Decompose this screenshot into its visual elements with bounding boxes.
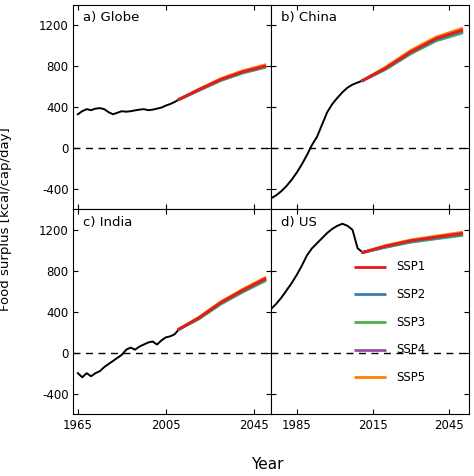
Text: Food surplus [kcal/cap/day]: Food surplus [kcal/cap/day] [0, 127, 12, 311]
Text: SSP3: SSP3 [396, 316, 425, 328]
Text: Year: Year [252, 456, 284, 472]
Text: c) India: c) India [83, 216, 133, 228]
Text: a) Globe: a) Globe [83, 11, 140, 24]
Text: SSP5: SSP5 [396, 371, 425, 384]
Text: b) China: b) China [281, 11, 337, 24]
Text: SSP2: SSP2 [396, 288, 425, 301]
Text: SSP4: SSP4 [396, 343, 425, 356]
Text: d) US: d) US [281, 216, 317, 228]
Text: SSP1: SSP1 [396, 260, 425, 273]
